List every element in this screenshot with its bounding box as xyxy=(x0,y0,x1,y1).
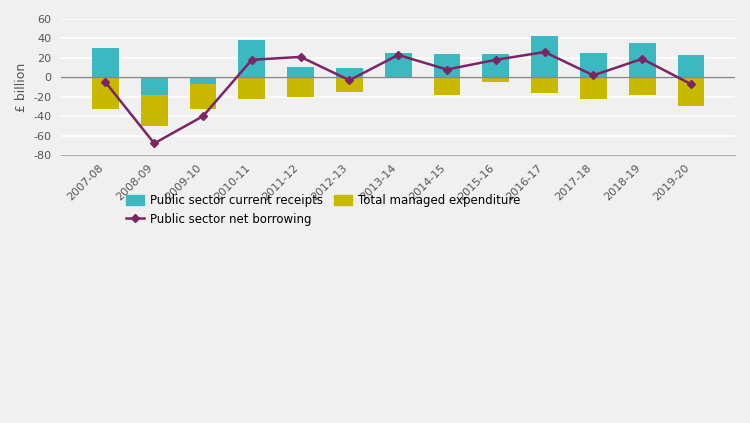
Bar xyxy=(677,77,704,107)
Bar xyxy=(92,77,118,110)
Bar xyxy=(677,55,704,77)
Bar xyxy=(482,54,509,77)
Bar xyxy=(287,66,314,77)
Bar xyxy=(141,77,168,126)
Legend: Public sector net borrowing: Public sector net borrowing xyxy=(122,208,316,231)
Bar xyxy=(190,77,217,110)
Bar xyxy=(336,68,363,77)
Y-axis label: £ billion: £ billion xyxy=(15,62,28,112)
Bar xyxy=(385,77,412,78)
Bar xyxy=(385,53,412,77)
Bar xyxy=(531,36,558,77)
Bar xyxy=(92,48,118,77)
Bar xyxy=(336,77,363,92)
Bar xyxy=(238,77,266,99)
Bar xyxy=(433,54,460,77)
Bar xyxy=(628,43,656,77)
Bar xyxy=(141,77,168,95)
Bar xyxy=(628,77,656,95)
Bar xyxy=(531,77,558,93)
Bar xyxy=(482,77,509,82)
Bar xyxy=(238,40,266,77)
Bar xyxy=(580,77,607,99)
Bar xyxy=(287,77,314,97)
Bar xyxy=(190,77,217,84)
Bar xyxy=(580,53,607,77)
Bar xyxy=(433,77,460,95)
